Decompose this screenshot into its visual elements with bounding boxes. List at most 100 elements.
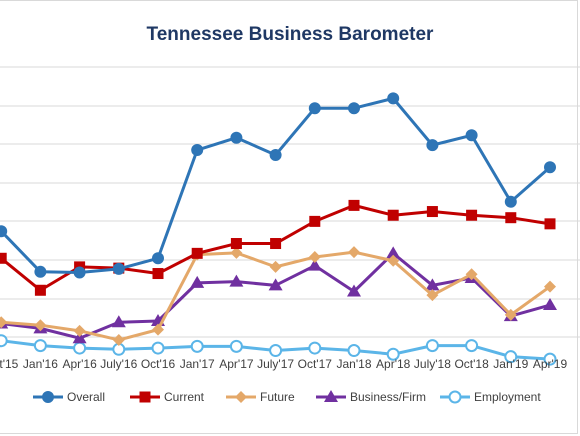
data-point [73, 341, 87, 355]
series-overall [0, 92, 556, 279]
data-point [504, 195, 517, 208]
data-point [348, 199, 360, 211]
x-axis-tick-labels: July'15Oct'15Jan'16Apr'16July'16Oct'16Ja… [0, 357, 567, 371]
data-point [425, 278, 440, 291]
series-line [0, 339, 551, 361]
data-point [0, 316, 8, 329]
series-future [0, 246, 556, 346]
data-point [111, 315, 126, 328]
legend-item: Employment [440, 390, 541, 404]
data-point [308, 102, 321, 115]
legend-item: Current [130, 390, 205, 404]
data-point [72, 331, 87, 344]
series-line [0, 203, 551, 292]
data-point [0, 334, 8, 348]
data-point [426, 206, 438, 218]
data-point [544, 218, 556, 230]
x-tick-label: Apr'16 [62, 357, 97, 371]
data-point [308, 341, 322, 355]
data-point [269, 148, 282, 161]
legend-item: Business/Firm [316, 390, 426, 404]
data-point [42, 391, 54, 403]
data-point [347, 284, 361, 297]
data-point [270, 238, 282, 250]
x-tick-label: Oct'17 [298, 357, 333, 371]
data-point [466, 209, 478, 221]
x-tick-label: Apr'17 [219, 357, 254, 371]
legend-label: Business/Firm [350, 390, 426, 404]
data-point [235, 391, 247, 403]
x-tick-label: Oct'18 [454, 357, 489, 371]
data-point [34, 265, 47, 278]
data-point [387, 92, 400, 105]
data-point [112, 333, 125, 346]
data-point [152, 323, 164, 336]
legend-item: Future [226, 390, 295, 404]
data-point [34, 284, 46, 296]
data-point [386, 246, 401, 259]
data-point [543, 298, 557, 311]
data-point [269, 344, 283, 358]
x-tick-label: Oct'16 [141, 357, 176, 371]
data-point [268, 278, 283, 291]
data-point [190, 339, 204, 353]
data-point [504, 350, 518, 364]
legend-label: Current [164, 390, 205, 404]
data-point [504, 308, 517, 321]
data-point [73, 324, 86, 337]
data-point [426, 139, 439, 152]
data-point [230, 131, 243, 144]
data-point [386, 347, 400, 361]
data-point [73, 266, 86, 279]
data-point [152, 252, 164, 265]
series-business-firm [0, 246, 557, 344]
data-point [0, 252, 7, 264]
data-point [543, 352, 557, 366]
x-tick-label: Jan'16 [23, 357, 58, 371]
data-point [191, 144, 204, 157]
legend: Overall Current Future Business/Firm Employm… [33, 390, 541, 404]
data-point [309, 215, 321, 227]
gridlines [0, 66, 580, 338]
series-lines [0, 92, 557, 366]
data-point [448, 390, 462, 404]
data-point [347, 344, 361, 358]
x-tick-label: July'17 [257, 357, 294, 371]
data-point [112, 262, 125, 275]
data-point [190, 275, 205, 288]
data-point [426, 289, 439, 302]
series-line [0, 250, 551, 342]
data-point [544, 280, 556, 293]
data-point [348, 102, 360, 115]
data-point [308, 251, 321, 264]
legend-label: Overall [67, 390, 105, 404]
chart-title: Tennessee Business Barometer [146, 24, 434, 45]
data-point [191, 247, 203, 259]
data-point [465, 129, 478, 142]
data-point [0, 225, 8, 238]
x-tick-label: Oct'15 [0, 357, 19, 371]
data-point [505, 212, 517, 224]
data-point [230, 246, 243, 259]
data-point [230, 238, 242, 250]
data-point [151, 341, 165, 355]
data-point [229, 339, 243, 353]
data-point [152, 268, 164, 280]
data-point [348, 246, 360, 259]
x-tick-label: Jan'17 [180, 357, 215, 371]
legend-label: Employment [474, 390, 541, 404]
series-current [0, 199, 556, 296]
series-line [0, 96, 551, 275]
data-point [307, 258, 322, 271]
x-tick-label: Jan'18 [337, 357, 372, 371]
data-point [387, 209, 399, 221]
data-point [465, 339, 479, 353]
data-point [425, 339, 439, 353]
data-point [229, 274, 244, 287]
data-point [465, 268, 478, 281]
data-point [544, 161, 556, 174]
legend-item: Overall [33, 390, 105, 404]
data-point [387, 254, 400, 267]
data-point [139, 391, 151, 403]
